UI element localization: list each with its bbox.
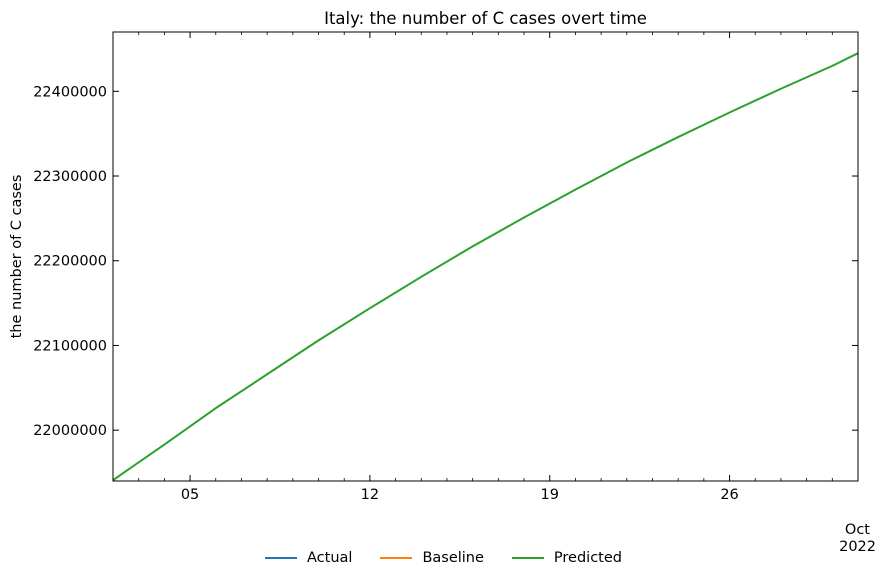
legend-swatch (265, 557, 297, 559)
x-tick-label: 26 (720, 487, 738, 503)
y-tick-label: 22300000 (33, 169, 107, 185)
y-axis-label: the number of C cases (9, 175, 25, 339)
legend-label: Actual (307, 550, 353, 566)
x-tick-label: 19 (540, 487, 558, 503)
y-tick-label: 22100000 (33, 338, 107, 354)
y-tick-label: 22200000 (33, 254, 107, 270)
plot-frame (112, 31, 859, 482)
y-tick-label: 22400000 (33, 84, 107, 100)
x-offset-year: 2022 (839, 539, 876, 555)
legend-label: Predicted (553, 550, 622, 566)
x-tick-label: 05 (181, 487, 199, 503)
x-tick-label: 12 (361, 487, 379, 503)
legend-swatch (511, 557, 544, 559)
x-offset-month: Oct (845, 522, 870, 538)
legend-item-baseline: Baseline (380, 550, 484, 566)
y-tick-label: 22000000 (33, 423, 107, 439)
legend-item-actual: Actual (265, 550, 352, 566)
chart-legend: Actual Baseline Predicted (0, 547, 887, 569)
legend-swatch (380, 557, 413, 559)
chart-title: Italy: the number of C cases overt time (324, 9, 647, 28)
legend-label: Baseline (422, 550, 484, 566)
legend-item-predicted: Predicted (511, 550, 622, 566)
series-line-predicted (112, 52, 859, 481)
